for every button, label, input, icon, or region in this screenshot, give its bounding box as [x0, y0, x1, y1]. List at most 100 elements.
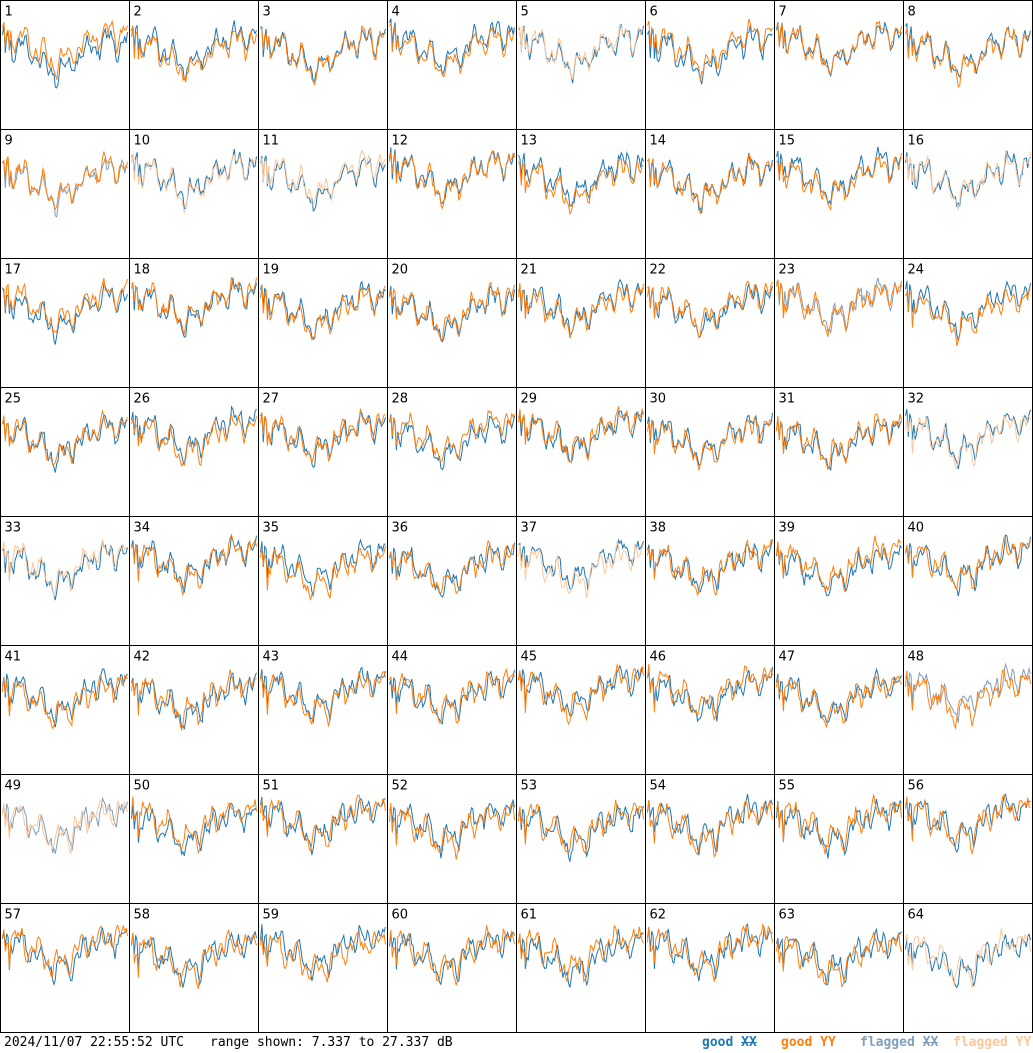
- panel-12: 12: [387, 129, 517, 259]
- panel-number: 1: [5, 5, 13, 20]
- legend-good-yy: good YY: [781, 1033, 836, 1053]
- panel-23: 23: [774, 258, 904, 388]
- panel-48: 48: [903, 645, 1033, 775]
- panel-frame: [645, 645, 775, 775]
- series-good-yy-line: [518, 662, 644, 726]
- panel-number: 21: [521, 263, 538, 278]
- series-good-xx-line: [260, 410, 386, 469]
- series-good-xx-line: [260, 280, 386, 341]
- panel-35: 35: [258, 516, 388, 646]
- series-good-xx-line: [389, 18, 515, 77]
- series-good-yy-line: [776, 675, 902, 729]
- panel-frame: [258, 387, 388, 517]
- panel-number: 57: [5, 908, 22, 923]
- panel-frame: [903, 258, 1033, 388]
- panel-number: 39: [779, 521, 796, 536]
- panel-number: 52: [392, 779, 409, 794]
- series-good-xx-line: [518, 664, 644, 717]
- series-good-xx-line: [260, 666, 386, 724]
- series-good-yy-line: [389, 925, 515, 986]
- series-good-xx-line: [2, 668, 128, 728]
- series-good-yy-line: [131, 669, 257, 732]
- panel-number: 14: [650, 134, 667, 149]
- series-good-yy-line: [776, 279, 902, 337]
- panel-number: 47: [779, 650, 796, 665]
- panel-frame: [774, 0, 904, 130]
- series-good-yy-line: [518, 282, 644, 339]
- series-good-xx-line: [260, 26, 386, 84]
- panel-number: 27: [263, 392, 280, 407]
- legend-flagged-xx-word: flagged: [860, 1035, 915, 1050]
- panel-24: 24: [903, 258, 1033, 388]
- panel-50: 50: [129, 774, 259, 904]
- series-good-xx-line: [2, 24, 128, 89]
- panel-frame: [516, 258, 646, 388]
- panel-number: 18: [134, 263, 151, 278]
- panel-number: 60: [392, 908, 409, 923]
- series-good-yy-line: [389, 802, 515, 860]
- series-good-yy-line: [389, 539, 515, 595]
- series-good-yy-line: [905, 26, 1031, 88]
- panel-number: 17: [5, 263, 22, 278]
- series-good-xx-line: [776, 22, 902, 78]
- panel-16: 16: [903, 129, 1033, 259]
- panel-frame: [387, 903, 517, 1033]
- panel-frame: [129, 258, 259, 388]
- panel-number: 42: [134, 650, 151, 665]
- panel-13: 13: [516, 129, 646, 259]
- panel-47: 47: [774, 645, 904, 775]
- panel-59: 59: [258, 903, 388, 1033]
- panel-number: 4: [392, 5, 400, 20]
- series-good-xx-line: [389, 147, 515, 205]
- series-good-xx-line: [776, 544, 902, 597]
- series-good-yy-line: [2, 278, 128, 334]
- panel-15: 15: [774, 129, 904, 259]
- series-good-yy-line: [389, 149, 515, 210]
- legend-good-yy-pol: YY: [820, 1035, 836, 1050]
- series-good-yy-line: [647, 153, 773, 215]
- panel-number: 25: [5, 392, 22, 407]
- panel-frame: [129, 387, 259, 517]
- series-good-yy-line: [776, 535, 902, 593]
- range-readout: range shown: 7.337 to 27.337 dB: [210, 1035, 453, 1050]
- panel-37: 37: [516, 516, 646, 646]
- series-good-yy-line: [131, 928, 257, 989]
- series-good-yy-line: [260, 928, 386, 983]
- panel-frame: [903, 903, 1033, 1033]
- series-good-yy-line: [776, 20, 902, 75]
- series-flagged-yy-line: [131, 153, 257, 214]
- panel-number: 16: [908, 134, 925, 149]
- panel-43: 43: [258, 645, 388, 775]
- panel-45: 45: [516, 645, 646, 775]
- panel-number: 5: [521, 5, 529, 20]
- panel-frame: [516, 903, 646, 1033]
- panel-number: 19: [263, 263, 280, 278]
- legend-flagged-yy-pol: YY: [1015, 1035, 1032, 1050]
- series-good-yy-line: [905, 669, 1031, 730]
- series-good-yy-line: [260, 670, 386, 727]
- series-good-yy-line: [389, 667, 515, 724]
- series-flagged-yy-line: [905, 149, 1031, 210]
- panel-number: 35: [263, 521, 280, 536]
- legend-flagged-xx-pol: XX: [922, 1035, 939, 1050]
- panel-number: 37: [521, 521, 538, 536]
- panel-number: 41: [5, 650, 22, 665]
- panel-number: 6: [650, 5, 658, 20]
- panel-frame: [258, 774, 388, 904]
- series-good-yy-line: [389, 23, 515, 78]
- series-good-xx-line: [776, 417, 902, 471]
- panel-frame: [129, 645, 259, 775]
- series-good-xx-line: [131, 20, 257, 81]
- series-good-yy-line: [260, 285, 386, 341]
- series-good-xx-line: [905, 150, 1031, 208]
- panel-22: 22: [645, 258, 775, 388]
- series-good-xx-line: [389, 414, 515, 471]
- series-good-yy-line: [2, 674, 128, 730]
- panel-frame: [516, 645, 646, 775]
- panel-frame: [258, 645, 388, 775]
- series-good-yy-line: [131, 413, 257, 468]
- panel-62: 62: [645, 903, 775, 1033]
- series-good-yy-line: [260, 408, 386, 465]
- panel-frame: [645, 258, 775, 388]
- panel-number: 29: [521, 392, 538, 407]
